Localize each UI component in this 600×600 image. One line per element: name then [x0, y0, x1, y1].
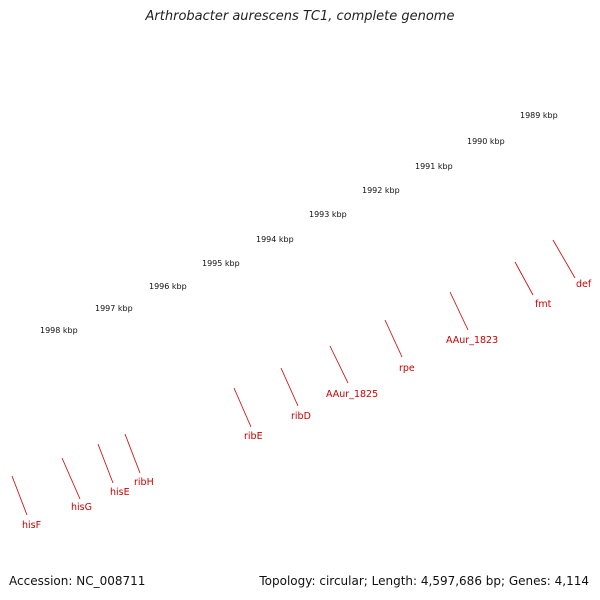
leader-line	[61, 457, 81, 500]
gene-label: hisF	[22, 520, 41, 531]
label-leader-lines	[11, 239, 576, 516]
map-title: Arthrobacter aurescens TC1, complete gen…	[145, 9, 455, 24]
accession-text: Accession: NC_008711	[9, 574, 146, 588]
gene-label: ribD	[291, 411, 311, 422]
scale-tick-label: 1990 kbp	[467, 137, 505, 146]
scale-tick-label: 1994 kbp	[256, 235, 294, 244]
scale-tick-label: 1997 kbp	[95, 304, 133, 313]
leader-line	[280, 367, 299, 407]
leader-line	[97, 443, 114, 484]
scale-tick-label: 1992 kbp	[362, 186, 400, 195]
leader-line	[552, 239, 576, 279]
leader-line	[11, 475, 28, 516]
gene-label: def	[576, 279, 592, 290]
gene-label: rpe	[399, 363, 415, 374]
scale-tick-labels: 1989 kbp 1990 kbp 1991 kbp 1992 kbp 1993 kbp…	[40, 111, 558, 335]
leader-line	[449, 291, 469, 331]
leader-line	[124, 433, 141, 474]
scale-tick-label: 1989 kbp	[520, 111, 558, 120]
scale-tick-label: 1996 kbp	[149, 282, 187, 291]
genome-summary-text: Topology: circular; Length: 4,597,686 bp…	[259, 574, 589, 588]
scale-tick-label: 1998 kbp	[40, 326, 78, 335]
scale-tick-label: 1991 kbp	[415, 162, 453, 171]
gene-label: ribE	[244, 431, 263, 442]
leader-line	[233, 387, 252, 428]
leader-line	[514, 261, 534, 296]
gene-label: hisE	[110, 487, 130, 498]
scale-tick-label: 1995 kbp	[202, 259, 240, 268]
scale-tick-label: 1993 kbp	[309, 210, 347, 219]
gene-label: ribH	[134, 477, 154, 488]
gene-label: AAur_1825	[326, 389, 378, 400]
gene-label: AAur_1823	[446, 335, 498, 346]
gene-label: hisG	[71, 502, 92, 513]
leader-line	[384, 319, 403, 358]
leader-line	[329, 345, 349, 384]
gene-label: fmt	[535, 299, 552, 310]
